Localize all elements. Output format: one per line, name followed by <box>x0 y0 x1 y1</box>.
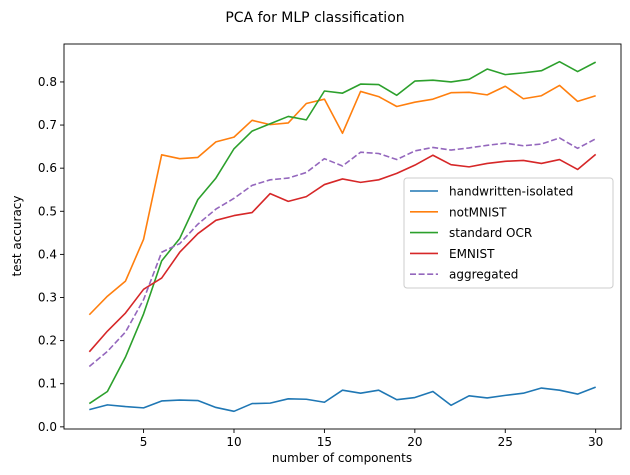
series-line-emnist <box>88 153 597 353</box>
series-line-notmnist <box>88 84 596 316</box>
chart-title: PCA for MLP classification <box>225 10 404 26</box>
x-tick-label: 10 <box>226 435 241 449</box>
x-tick-label: 25 <box>498 435 513 449</box>
legend-label-standard-ocr: standard OCR <box>449 226 532 240</box>
y-axis-label: test accuracy <box>10 196 24 277</box>
legend-label-aggregated: aggregated <box>449 268 518 282</box>
x-tick-label: 15 <box>317 435 332 449</box>
y-tick-label: 0.1 <box>38 377 57 391</box>
y-tick-label: 0.2 <box>38 334 57 348</box>
y-tick-label: 0.3 <box>38 291 57 305</box>
legend: handwritten-isolated notMNIST standard OCR… <box>403 177 614 289</box>
y-axis-ticks: 0.0 0.1 0.2 0.3 0.4 0.5 0.6 0.7 0.8 <box>38 75 64 434</box>
y-tick-label: 0.7 <box>38 118 57 132</box>
y-tick-label: 0.8 <box>38 75 57 89</box>
x-tick-label: 20 <box>407 435 422 449</box>
x-tick-label: 5 <box>140 435 148 449</box>
x-tick-label: 30 <box>588 435 603 449</box>
y-tick-label: 0.4 <box>38 247 57 261</box>
legend-label-notmnist: notMNIST <box>449 205 507 219</box>
legend-label-handwritten-isolated: handwritten-isolated <box>449 185 573 199</box>
y-tick-label: 0.5 <box>38 204 57 218</box>
x-axis-label: number of components <box>272 451 412 465</box>
series-line-aggregated <box>88 137 597 368</box>
series-layer <box>88 60 597 413</box>
y-tick-label: 0.6 <box>38 161 57 175</box>
legend-frame <box>403 177 614 289</box>
y-tick-label: 0.0 <box>38 420 57 434</box>
series-line-handwritten-isolated <box>89 386 596 413</box>
legend-label-emnist: EMNIST <box>449 247 495 261</box>
x-axis-ticks: 5 10 15 20 25 30 <box>140 429 603 449</box>
